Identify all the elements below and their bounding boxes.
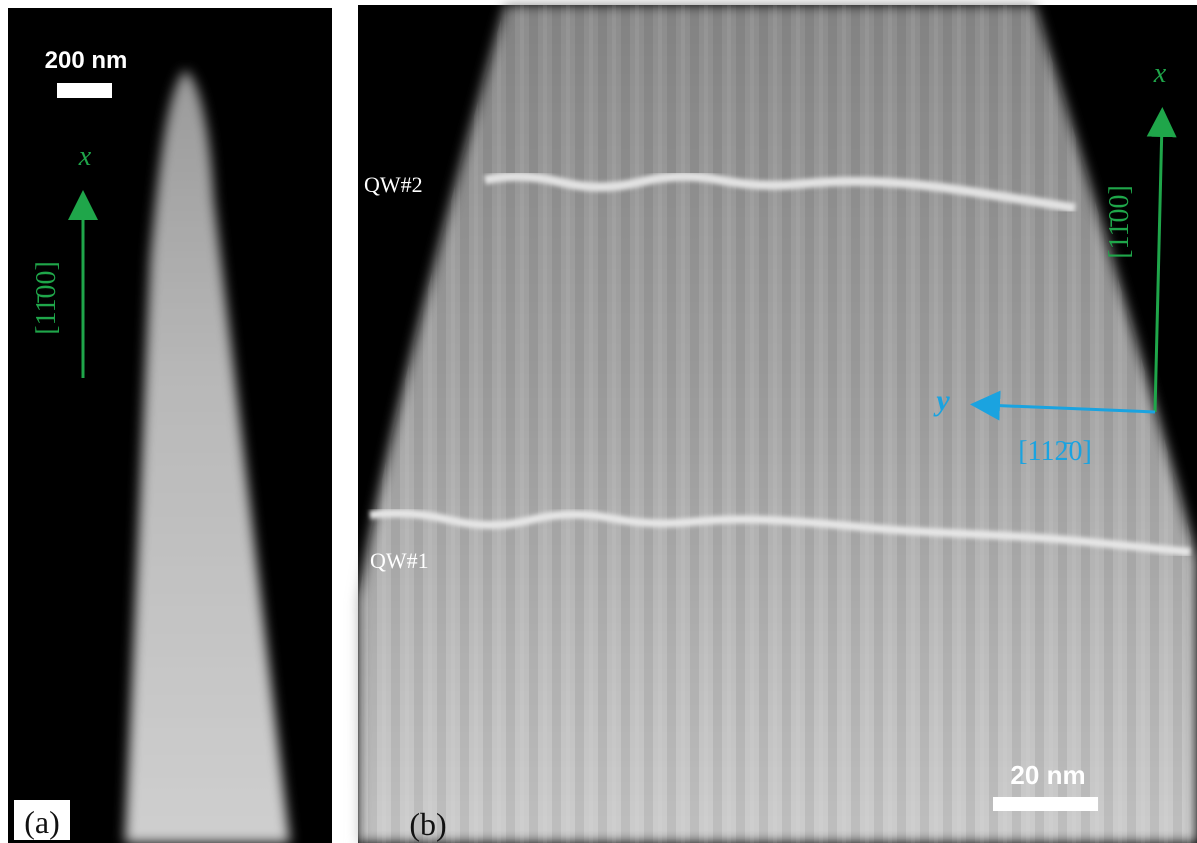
x-arrow [1146,107,1177,413]
x-direction: [11̄00] [31,261,62,335]
x-label: x [78,141,92,172]
quantum-well [483,171,1076,213]
scale-bar-label: 200 nm [45,47,128,74]
panel-label: (a) [24,804,60,840]
scale-bar [57,83,112,98]
scale-bar-label: 20 nm [1010,760,1085,790]
y-direction: [112̄0] [1018,436,1092,467]
x-label: x [1153,58,1167,89]
atomic-columns [358,5,1197,843]
qw-label: QW#2 [364,172,423,197]
x-direction: [11̄00] [1104,185,1135,259]
nanowire [125,70,290,843]
y-label: y [933,384,950,417]
label-background [14,800,70,840]
panel-a: 200 nm x [11̄00] (a) [8,8,332,843]
y-arrow [970,390,1156,421]
panel-b: QW#2 QW#1 x [11̄00] y [112̄0] 20 nm (b) [358,5,1197,843]
quantum-well [369,509,1191,556]
scale-bar [993,797,1098,811]
qw-label: QW#1 [370,548,429,573]
panel-label: (b) [409,806,446,842]
